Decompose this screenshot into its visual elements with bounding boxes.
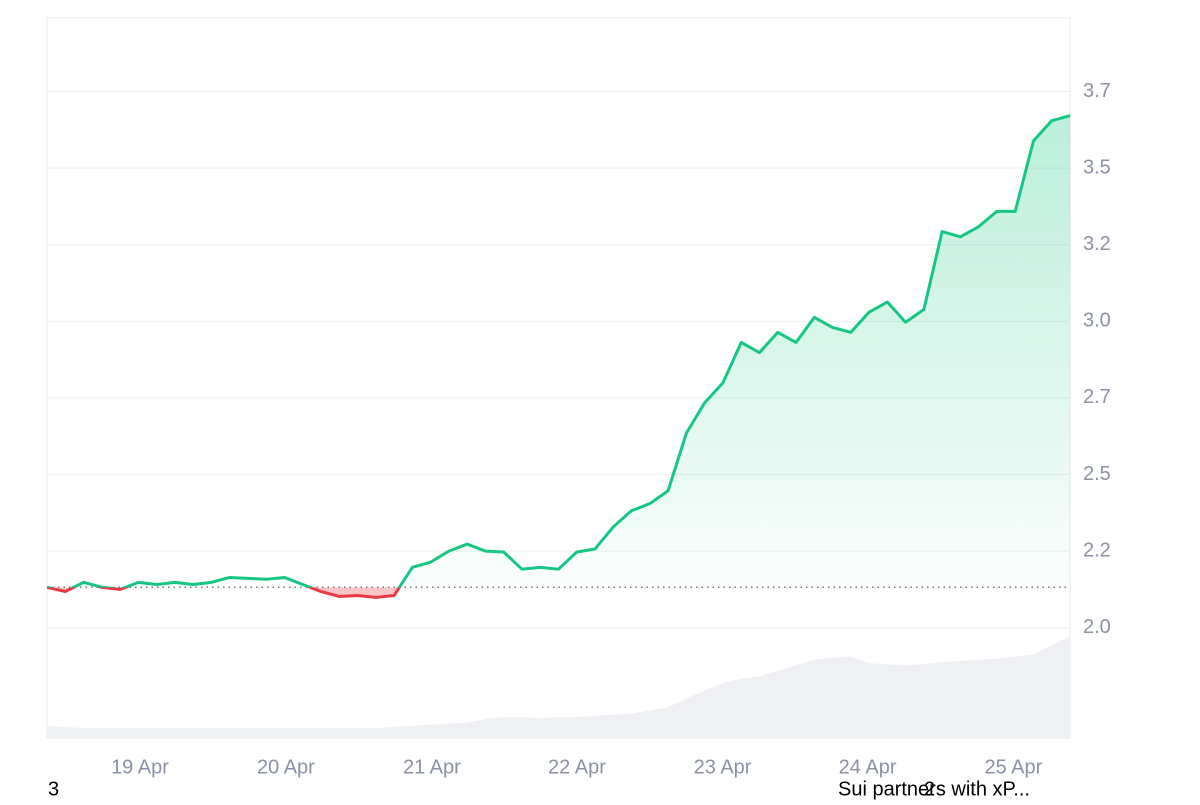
- y-tick-label: 2.2: [1083, 539, 1111, 561]
- y-tick-label: 2.7: [1083, 386, 1111, 408]
- x-tick-label: 20 Apr: [257, 756, 315, 778]
- footer-left: 3: [48, 778, 59, 800]
- price-area: [47, 115, 1070, 598]
- x-tick-label: 25 Apr: [984, 756, 1042, 778]
- y-tick-label: 3.7: [1083, 80, 1111, 102]
- news-count[interactable]: 2: [924, 778, 935, 800]
- y-tick-label: 3.0: [1083, 310, 1111, 332]
- x-tick-label: 22 Apr: [548, 756, 606, 778]
- price-line: [46, 114, 1071, 599]
- x-tick-label: 23 Apr: [694, 756, 752, 778]
- y-tick-label: 2.0: [1083, 616, 1111, 638]
- y-tick-label: 3.5: [1083, 156, 1111, 178]
- volume-area: [47, 635, 1070, 738]
- x-tick-label: 24 Apr: [839, 756, 897, 778]
- news-headline[interactable]: Sui partners with xP...: [838, 778, 1030, 800]
- y-tick-label: 3.2: [1083, 233, 1111, 255]
- x-tick-label: 19 Apr: [111, 756, 169, 778]
- y-tick-label: 2.5: [1083, 463, 1111, 485]
- x-tick-label: 21 Apr: [403, 756, 461, 778]
